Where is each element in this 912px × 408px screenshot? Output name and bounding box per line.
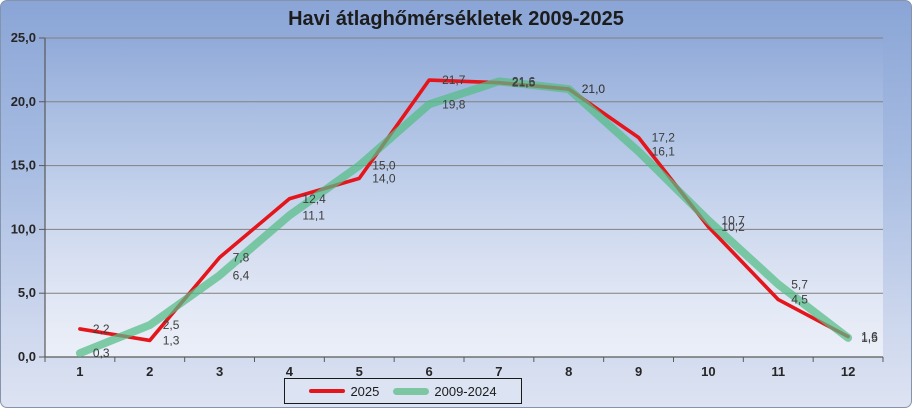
- data-label-2025: 4,5: [791, 293, 808, 307]
- data-label-2009-2024: 21,6: [512, 74, 536, 88]
- data-label-2025: 1,6: [861, 330, 878, 344]
- chart-title: Havi átlaghőmérsékletek 2009-2025: [288, 8, 624, 30]
- legend-line-sample-2009-2024: [393, 387, 430, 395]
- legend-label-2025: 2025: [350, 383, 380, 399]
- x-axis-label: 6: [425, 364, 432, 379]
- y-axis-label: 15,0: [11, 158, 36, 173]
- data-label-2025: 1,3: [163, 333, 180, 347]
- x-axis-label: 1: [76, 364, 83, 379]
- data-label-2025: 14,0: [372, 171, 396, 185]
- x-axis-label: 2: [146, 364, 153, 379]
- x-axis-label: 8: [565, 364, 572, 379]
- data-label-2025: 21,0: [582, 82, 606, 96]
- x-axis-label: 4: [286, 364, 294, 379]
- data-label-2025: 7,8: [233, 250, 250, 264]
- series-line-2009-2024: [75, 77, 853, 358]
- x-axis-label: 5: [356, 364, 363, 379]
- legend: 2025 2009-2024: [284, 378, 522, 404]
- data-label-2025: 2,2: [93, 322, 110, 336]
- x-axis-label: 9: [635, 364, 642, 379]
- data-label-2009-2024: 6,4: [233, 268, 250, 282]
- data-label-2009-2024: 21,0: [582, 82, 606, 96]
- data-label-2009-2024: 11,1: [302, 208, 325, 222]
- legend-item-2009-2024: 2009-2024: [393, 383, 497, 399]
- x-axis-label: 10: [701, 364, 715, 379]
- legend-line-sample-2025: [309, 389, 346, 393]
- data-label-2009-2024: 19,8: [442, 97, 466, 111]
- data-label-2025: 10,2: [721, 220, 745, 234]
- x-axis-label: 7: [495, 364, 502, 379]
- data-label-2025: 17,2: [652, 131, 676, 145]
- legend-label-2009-2024: 2009-2024: [434, 383, 497, 399]
- series-line-2025: [78, 78, 850, 343]
- y-axis-label: 10,0: [11, 221, 36, 236]
- data-label-2025: 21,5: [512, 76, 536, 90]
- data-label-2009-2024: 16,1: [652, 145, 676, 159]
- data-label-2009-2024: 1,5: [861, 331, 878, 345]
- x-axis-label: 12: [841, 364, 855, 379]
- y-axis-label: 20,0: [11, 94, 36, 109]
- data-label-2009-2024: 5,7: [791, 277, 808, 291]
- x-axis-label: 3: [216, 364, 223, 379]
- x-axis-label: 11: [771, 364, 785, 379]
- legend-item-2025: 2025: [309, 384, 379, 399]
- data-label-2009-2024: 10,7: [721, 213, 745, 227]
- y-axis-label: 0,0: [18, 349, 36, 364]
- data-label-2025: 21,7: [442, 73, 466, 87]
- data-label-2025: 12,4: [302, 192, 326, 206]
- y-axis-label: 5,0: [18, 285, 36, 300]
- data-label-2009-2024: 15,0: [372, 159, 396, 173]
- data-label-2009-2024: 0,3: [93, 346, 110, 360]
- data-label-2009-2024: 2,5: [163, 318, 180, 332]
- y-axis-label: 25,0: [11, 30, 36, 45]
